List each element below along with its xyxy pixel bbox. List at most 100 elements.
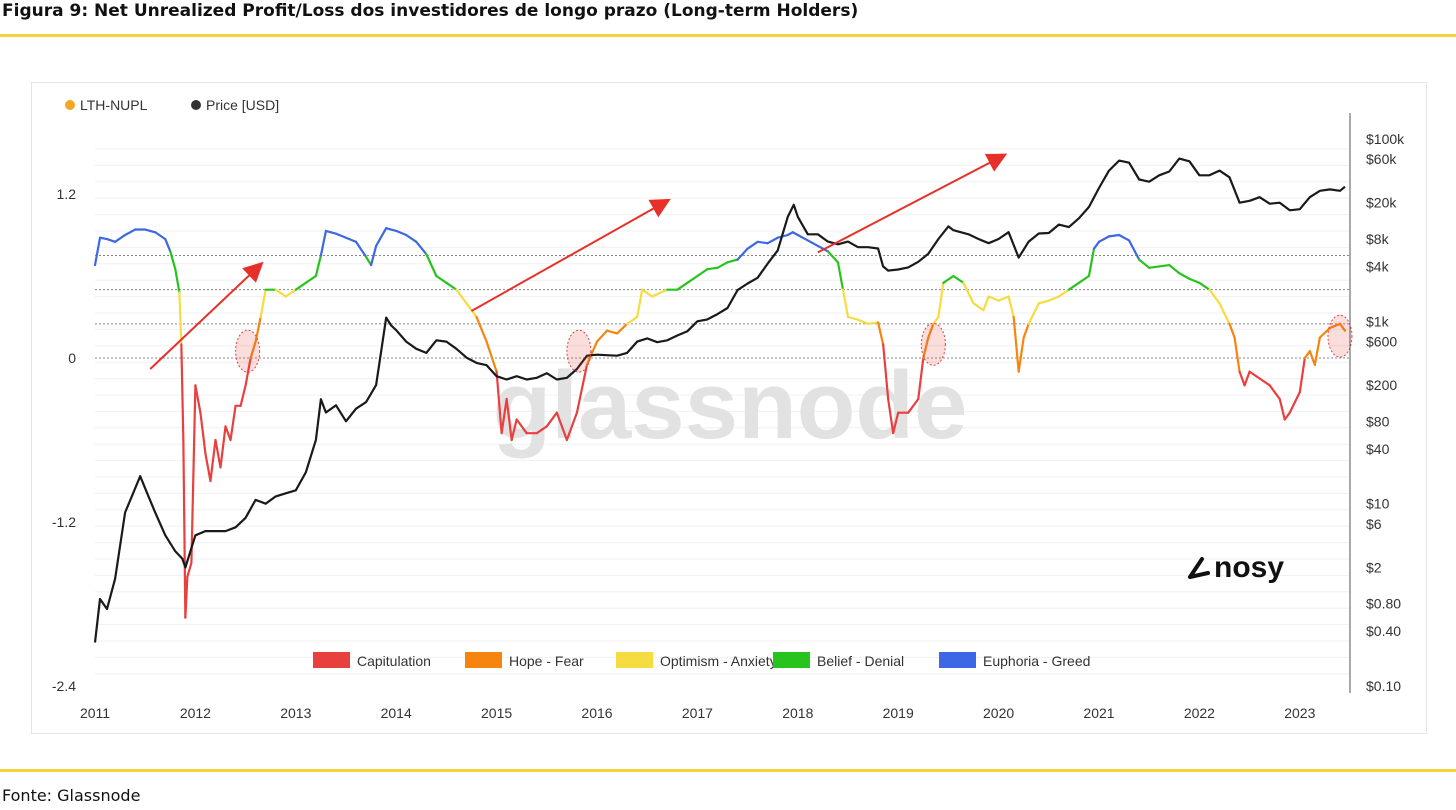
nupl-segment [475,315,488,343]
nupl-segment [922,336,930,360]
nupl-segment [535,425,548,435]
nupl-segment [1233,336,1241,373]
nupl-segment [1218,302,1231,325]
watermark: glassnode [493,352,968,459]
nupl-segment [455,288,468,305]
legend-label: LTH-NUPL [80,97,148,113]
nupl-segment [927,322,935,339]
highlight-circle [1327,314,1353,358]
nupl-segment [334,232,348,239]
nupl-segment [224,425,232,442]
nupl-segment [836,261,845,291]
zone-swatch [939,652,976,668]
nupl-segment [259,288,267,319]
nupl-segment [229,404,237,442]
nupl-segment [178,291,183,346]
nupl-segment [1017,336,1025,373]
y-left-tick-label: 1.2 [57,186,77,202]
nupl-segment [1178,272,1191,280]
nupl-segment [445,281,458,291]
zone-swatch [616,652,653,668]
y-right-tick-label: $20k [1366,195,1397,211]
y-right-tick-label: $200 [1366,377,1397,393]
y-right-tick-label: $600 [1366,334,1397,350]
nupl-segment [169,250,177,271]
nupl-segment [239,384,247,407]
nupl-segment [545,411,558,428]
nupl-segment [1298,356,1306,394]
nupl-segment [826,250,840,264]
y-right-tick-label: $100k [1366,131,1405,147]
nupl-segment [209,438,217,483]
x-tick-label: 2022 [1184,705,1215,721]
nupl-segment [1228,322,1236,339]
nupl-segment [144,228,157,234]
nupl-segment [676,281,689,291]
nupl-segment [93,236,102,267]
nupl-segment [435,274,448,284]
nupl-segment [284,288,297,298]
nupl-segment [626,315,639,325]
x-tick-label: 2016 [581,705,612,721]
nupl-segment [254,315,262,343]
nupl-segment [249,340,257,360]
nupl-segment [1243,370,1251,387]
nupl-segment [405,233,418,243]
nupl-segment [1027,302,1040,325]
nupl-segment [982,295,990,312]
nupl-segment [174,268,181,294]
nupl-segment [505,397,513,442]
nupl-segment [766,236,779,245]
highlight-circles [235,314,1353,373]
top-rule [0,34,1456,37]
nupl-segment [214,438,222,469]
y-right-tick-label: $2 [1366,559,1382,575]
nupl-segment [364,255,373,267]
nupl-segment [164,238,172,253]
nupl-segment [375,227,388,248]
nupl-segment [997,295,1010,302]
nupl-segment [565,411,579,442]
x-tick-label: 2019 [883,705,914,721]
nupl-segment [1268,384,1281,401]
nupl-segment [907,397,920,414]
nupl-segment [595,329,609,343]
nupl-segment [154,231,167,241]
nupl-segment [1007,295,1015,319]
nupl-segment [113,233,127,243]
nupl-segment [952,274,965,284]
zone-swatch [773,652,810,668]
nupl-segment [1057,288,1070,298]
nupl-segment [1148,265,1161,269]
nupl-segment [962,281,975,305]
nupl-segment [932,315,940,325]
nupl-segment [515,418,528,435]
nupl-segment [866,321,880,325]
y-right-tick-label: $0.40 [1366,623,1401,639]
highlight-circle [920,322,946,366]
x-tick-label: 2021 [1083,705,1114,721]
nupl-segment [184,575,189,619]
y-right-tick-label: $6 [1366,516,1382,532]
nupl-segment [415,240,428,256]
nupl-segment [716,261,729,269]
y-right-tick-label: $80 [1366,413,1390,429]
trend-arrow [149,261,264,370]
nupl-segment [1283,411,1291,421]
nupl-segment [510,418,518,442]
nupl-segment [180,343,185,442]
y-left-tick-label: -2.4 [52,678,76,694]
y-right-tick-label: $10 [1366,496,1390,512]
nupl-segment [1158,263,1171,268]
bottom-rule [0,769,1456,772]
nupl-segment [796,233,809,242]
nupl-segment [1258,377,1271,387]
y-right-tick-label: $60k [1366,151,1397,167]
zone-swatch [313,652,350,668]
nupl-segment [841,288,850,319]
nupl-segment [370,244,378,267]
legend-dot [65,100,75,110]
nupl-segment [877,321,885,346]
zero-reference-lines [95,255,1350,359]
nupl-segment [1138,258,1151,269]
